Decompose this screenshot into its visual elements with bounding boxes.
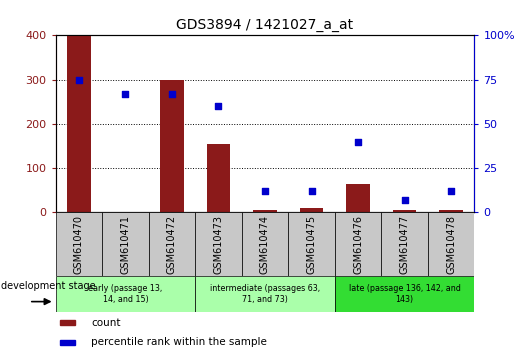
Bar bbox=[195, 276, 335, 312]
Bar bbox=[56, 212, 102, 276]
Bar bbox=[56, 276, 195, 312]
Text: GSM610473: GSM610473 bbox=[214, 215, 224, 274]
Point bbox=[121, 91, 130, 97]
Text: GSM610470: GSM610470 bbox=[74, 215, 84, 274]
Bar bbox=[67, 35, 91, 212]
Text: GSM610478: GSM610478 bbox=[446, 215, 456, 274]
Point bbox=[167, 91, 176, 97]
Point bbox=[261, 188, 269, 194]
Text: GSM610476: GSM610476 bbox=[353, 215, 363, 274]
Text: GSM610477: GSM610477 bbox=[400, 215, 410, 274]
Text: GSM610474: GSM610474 bbox=[260, 215, 270, 274]
Bar bbox=[207, 144, 230, 212]
Point bbox=[447, 188, 455, 194]
Text: development stage: development stage bbox=[1, 281, 96, 291]
Text: count: count bbox=[91, 318, 121, 328]
Bar bbox=[195, 212, 242, 276]
Bar bbox=[300, 208, 323, 212]
Text: GSM610471: GSM610471 bbox=[120, 215, 130, 274]
Bar bbox=[428, 212, 474, 276]
Bar bbox=[102, 212, 149, 276]
Point bbox=[400, 197, 409, 203]
Text: percentile rank within the sample: percentile rank within the sample bbox=[91, 337, 267, 347]
Bar bbox=[60, 320, 75, 325]
Text: late (passage 136, 142, and
143): late (passage 136, 142, and 143) bbox=[349, 284, 461, 303]
Point bbox=[307, 188, 316, 194]
Bar bbox=[439, 210, 463, 212]
Text: GSM610472: GSM610472 bbox=[167, 215, 177, 274]
Bar bbox=[60, 340, 75, 345]
Point bbox=[214, 103, 223, 109]
Point bbox=[75, 77, 83, 82]
Bar bbox=[242, 212, 288, 276]
Title: GDS3894 / 1421027_a_at: GDS3894 / 1421027_a_at bbox=[176, 18, 354, 32]
Bar bbox=[335, 276, 474, 312]
Text: intermediate (passages 63,
71, and 73): intermediate (passages 63, 71, and 73) bbox=[210, 284, 320, 303]
Bar bbox=[335, 212, 381, 276]
Bar bbox=[347, 184, 370, 212]
Text: early (passage 13,
14, and 15): early (passage 13, 14, and 15) bbox=[89, 284, 163, 303]
Bar bbox=[161, 80, 183, 212]
Point bbox=[354, 139, 363, 144]
Bar bbox=[149, 212, 195, 276]
Bar bbox=[393, 210, 416, 212]
Bar bbox=[288, 212, 335, 276]
Text: GSM610475: GSM610475 bbox=[306, 215, 316, 274]
Bar bbox=[381, 212, 428, 276]
Bar bbox=[253, 210, 277, 212]
